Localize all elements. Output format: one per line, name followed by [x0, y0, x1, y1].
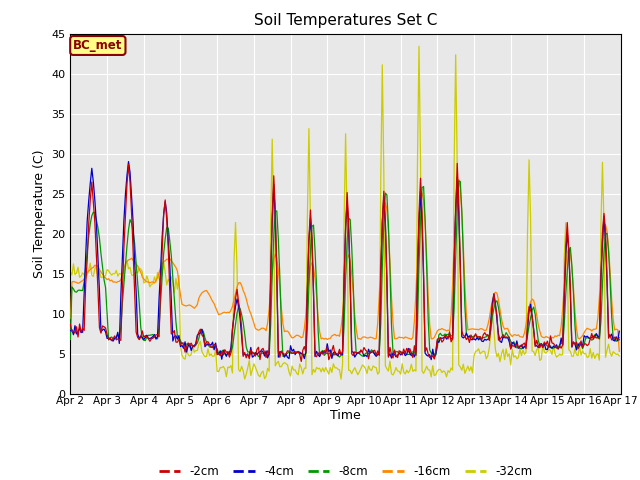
- -8cm: [307, 248, 314, 254]
- X-axis label: Time: Time: [330, 409, 361, 422]
- -32cm: [230, 258, 238, 264]
- -2cm: [588, 331, 596, 336]
- -2cm: [616, 337, 623, 343]
- -16cm: [616, 348, 623, 354]
- -32cm: [588, 355, 596, 361]
- -2cm: [67, 322, 74, 327]
- -2cm: [258, 347, 266, 352]
- -2cm: [248, 349, 256, 355]
- Line: -16cm: -16cm: [70, 180, 620, 351]
- Line: -8cm: -8cm: [70, 181, 620, 357]
- -2cm: [298, 359, 305, 364]
- -4cm: [67, 328, 74, 334]
- -32cm: [307, 217, 314, 223]
- Line: -2cm: -2cm: [70, 163, 620, 361]
- -4cm: [232, 303, 239, 309]
- -16cm: [258, 325, 266, 331]
- Title: Soil Temperatures Set C: Soil Temperatures Set C: [254, 13, 437, 28]
- -4cm: [125, 159, 132, 165]
- Legend: -2cm, -4cm, -8cm, -16cm, -32cm: -2cm, -4cm, -8cm, -16cm, -32cm: [154, 461, 537, 480]
- -4cm: [428, 357, 435, 362]
- -8cm: [67, 336, 74, 342]
- -32cm: [337, 376, 345, 382]
- Text: BC_met: BC_met: [73, 39, 122, 52]
- -32cm: [415, 44, 423, 49]
- Line: -32cm: -32cm: [70, 47, 620, 379]
- -32cm: [67, 269, 74, 275]
- -16cm: [230, 297, 238, 302]
- -32cm: [258, 370, 266, 375]
- -8cm: [258, 350, 266, 356]
- -2cm: [230, 312, 238, 318]
- -2cm: [308, 234, 316, 240]
- -8cm: [616, 335, 623, 341]
- -4cm: [259, 349, 267, 355]
- -32cm: [616, 353, 623, 359]
- -16cm: [67, 316, 74, 322]
- -4cm: [136, 336, 143, 341]
- -2cm: [134, 335, 141, 340]
- -16cm: [586, 327, 594, 333]
- -16cm: [134, 263, 141, 269]
- -16cm: [248, 315, 256, 321]
- -2cm: [453, 160, 461, 166]
- -8cm: [248, 350, 256, 356]
- -8cm: [588, 337, 596, 343]
- -4cm: [250, 353, 258, 359]
- -4cm: [588, 335, 596, 340]
- -32cm: [248, 367, 256, 372]
- Y-axis label: Soil Temperature (C): Soil Temperature (C): [33, 149, 46, 278]
- -4cm: [616, 328, 623, 334]
- -8cm: [335, 354, 343, 360]
- Line: -4cm: -4cm: [70, 162, 620, 360]
- -16cm: [455, 177, 463, 182]
- -4cm: [308, 237, 316, 242]
- -16cm: [307, 264, 314, 269]
- -8cm: [230, 333, 238, 338]
- -32cm: [134, 270, 141, 276]
- -8cm: [455, 178, 463, 184]
- -8cm: [134, 280, 141, 286]
